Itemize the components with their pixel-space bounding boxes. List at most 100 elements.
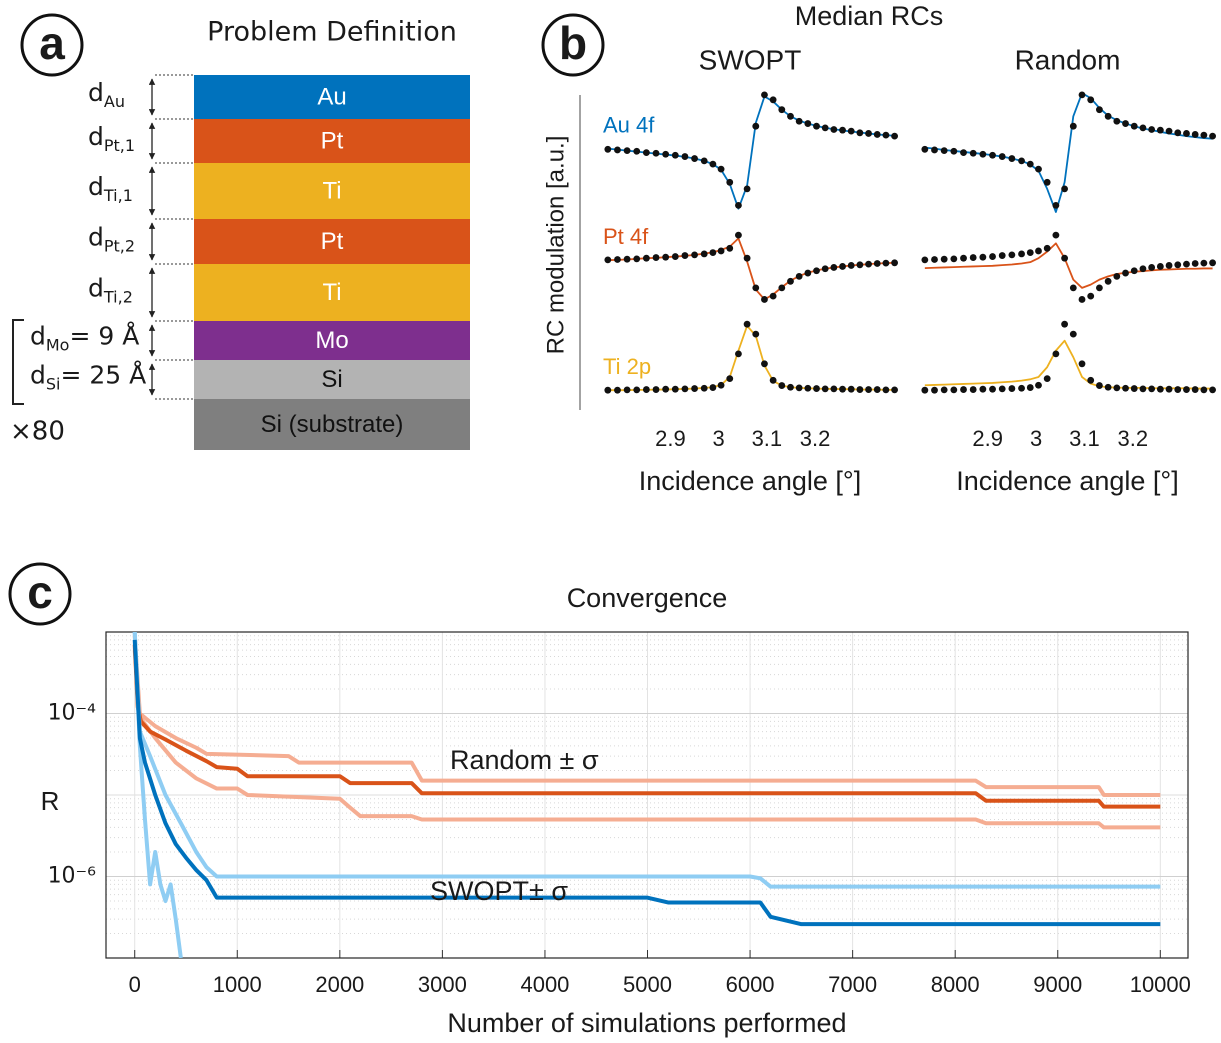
data-point [1026, 249, 1034, 256]
y-axis-label: RC modulation [a.u.] [542, 136, 569, 355]
data-point [709, 384, 717, 391]
data-point [1087, 376, 1095, 384]
data-point [1104, 383, 1112, 391]
data-point [1104, 277, 1112, 285]
data-point [662, 385, 670, 393]
data-point [743, 185, 751, 193]
data-point [989, 151, 996, 159]
data-point [839, 126, 846, 134]
data-point [940, 386, 948, 394]
thickness-label: dAu [88, 78, 125, 111]
data-point [717, 381, 725, 389]
data-point [960, 386, 967, 393]
data-point [1035, 165, 1042, 173]
data-point [1026, 384, 1034, 391]
data-point [1078, 91, 1086, 99]
data-point [761, 360, 768, 368]
repeat-bracket [12, 319, 24, 405]
layer-label: Si (substrate) [261, 411, 404, 438]
data-point [1148, 126, 1156, 133]
data-point [1052, 231, 1060, 239]
x-axis-label: Incidence angle [°] [956, 466, 1178, 496]
data-point [652, 149, 660, 157]
data-point [1008, 385, 1016, 392]
thickness-subscript: Ti,1 [103, 186, 133, 205]
data-point [726, 178, 734, 186]
data-point [865, 130, 872, 137]
data-point [769, 292, 777, 300]
series-line [132, 644, 1161, 809]
data-point [691, 155, 698, 162]
x-tick-label: 2.9 [655, 426, 686, 451]
data-point [969, 254, 977, 261]
data-point [1191, 260, 1199, 267]
layer-label: Au [317, 83, 346, 110]
data-point [743, 254, 751, 262]
data-point [830, 264, 838, 271]
panel-label-b: b [541, 13, 605, 77]
data-point [1018, 250, 1025, 258]
data-point [778, 106, 786, 114]
data-point [1139, 124, 1147, 132]
data-point [839, 263, 846, 270]
data-point [691, 251, 698, 259]
x-tick-label: 3 [1030, 426, 1042, 451]
panel-b-title: Median RCs [795, 1, 944, 31]
data-point [726, 375, 734, 383]
data-point [821, 265, 829, 273]
thickness-symbol: d [30, 361, 46, 390]
layer [194, 75, 470, 119]
data-point [960, 149, 967, 157]
data-point [769, 96, 777, 104]
layer-label: Pt [321, 127, 344, 154]
data-point [735, 202, 742, 209]
data-point [671, 385, 679, 393]
data-point [662, 253, 670, 261]
data-point [795, 117, 803, 125]
series-line [132, 632, 1161, 889]
diagram-title: Problem Definition [207, 17, 457, 48]
panel-label-a: a [20, 13, 84, 77]
chart-title: Convergence [567, 583, 728, 613]
layer-label: Ti [322, 279, 341, 306]
data-point [921, 386, 929, 394]
data-point [735, 350, 742, 358]
data-point [1130, 267, 1138, 275]
layer [194, 119, 470, 163]
data-point [633, 255, 641, 263]
data-point [614, 256, 621, 263]
thickness-label: dPt,1 [88, 122, 135, 155]
data-point [642, 386, 650, 393]
y-axis-label: R [41, 786, 60, 816]
data-point [1008, 251, 1016, 259]
thickness-label: dPt,2 [88, 223, 135, 256]
data-point [804, 269, 812, 277]
data-point [921, 256, 929, 264]
layer [194, 321, 470, 360]
thickness-subscript: Si [46, 374, 61, 393]
series-line [924, 242, 1213, 289]
data-point [604, 145, 612, 153]
data-point [969, 149, 977, 157]
data-point [989, 253, 996, 260]
thickness-symbol: d [88, 274, 104, 303]
data-point [604, 256, 612, 264]
thickness-label: dMo= 9 Å [30, 322, 139, 355]
data-point [998, 153, 1006, 160]
data-point [950, 255, 958, 263]
x-tick-label: 2000 [315, 972, 364, 997]
thickness-label: dSi= 25 Å [30, 361, 146, 394]
data-point [1200, 131, 1208, 139]
data-point [1035, 247, 1042, 255]
data-point [778, 284, 786, 292]
data-point [1156, 263, 1164, 270]
data-point [1148, 264, 1156, 271]
data-point [998, 385, 1006, 393]
data-point [623, 255, 631, 263]
data-point [1130, 385, 1138, 392]
panel-label: c [27, 566, 53, 618]
data-point [717, 247, 725, 255]
data-point [989, 385, 996, 393]
panel-label: a [39, 17, 65, 69]
y-tick-label: 10⁻⁶ [48, 864, 97, 889]
